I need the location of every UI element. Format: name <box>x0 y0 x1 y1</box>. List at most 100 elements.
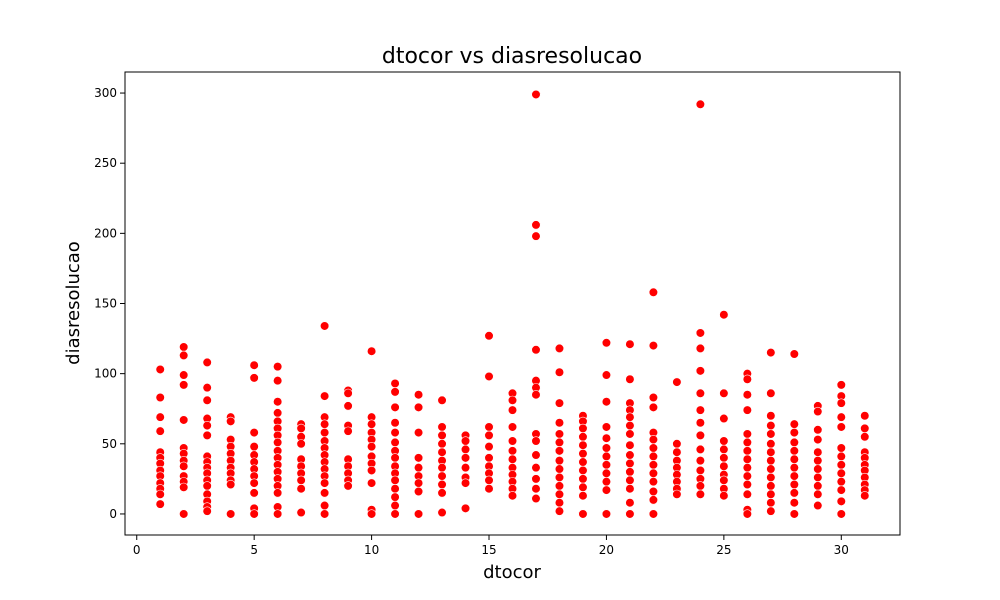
data-point <box>719 436 729 446</box>
data-point <box>648 509 659 519</box>
data-points <box>155 89 870 519</box>
data-point <box>578 509 588 519</box>
data-point <box>625 412 635 422</box>
data-point <box>320 321 330 331</box>
data-point <box>249 509 259 519</box>
data-point <box>813 434 823 445</box>
data-point <box>789 446 799 456</box>
data-point <box>601 422 612 432</box>
data-point <box>460 503 471 513</box>
y-tick-label: 100 <box>94 367 117 381</box>
data-point <box>390 475 400 485</box>
data-point <box>836 398 846 408</box>
data-point <box>249 442 259 452</box>
data-point <box>531 463 541 473</box>
data-point <box>836 468 846 478</box>
data-point <box>460 453 471 463</box>
x-tick-label: 25 <box>716 543 731 557</box>
data-point <box>601 477 612 487</box>
data-point <box>719 461 729 471</box>
data-point <box>437 479 447 490</box>
data-point <box>179 509 189 519</box>
data-point <box>460 478 471 488</box>
data-point <box>390 437 400 448</box>
data-point <box>320 427 330 438</box>
data-point <box>766 506 776 516</box>
data-point <box>343 388 353 398</box>
data-point <box>836 460 846 470</box>
data-point <box>554 498 565 508</box>
data-point <box>742 471 752 481</box>
data-point <box>531 474 541 484</box>
data-point <box>578 491 588 501</box>
data-point <box>860 423 870 433</box>
x-tick-label: 10 <box>364 543 379 557</box>
data-point <box>813 481 823 491</box>
data-point <box>320 419 330 429</box>
data-point <box>249 478 259 488</box>
y-axis-label: diasresolucao <box>63 241 84 365</box>
data-point <box>601 443 612 453</box>
data-point <box>390 509 400 519</box>
data-point <box>413 453 424 463</box>
data-point <box>437 430 447 440</box>
data-point <box>531 484 541 494</box>
data-point <box>507 436 518 446</box>
data-point <box>554 506 565 516</box>
data-point <box>813 489 823 499</box>
data-point <box>578 457 588 467</box>
data-point <box>789 349 799 359</box>
data-point <box>625 458 635 469</box>
data-point <box>836 422 846 432</box>
data-point <box>531 493 541 504</box>
data-point <box>601 433 612 443</box>
data-point <box>273 509 283 519</box>
data-point <box>625 429 635 439</box>
data-point <box>601 468 612 478</box>
data-point <box>366 509 377 519</box>
data-point <box>507 422 518 432</box>
data-point <box>625 509 635 519</box>
data-point <box>766 420 776 431</box>
data-point <box>390 484 400 494</box>
data-point <box>320 478 330 488</box>
data-point <box>625 420 635 431</box>
data-point <box>695 418 705 428</box>
data-point <box>437 471 447 481</box>
data-point <box>296 423 306 433</box>
data-point <box>273 488 283 498</box>
data-point <box>648 495 659 505</box>
data-point <box>366 478 377 488</box>
data-point <box>766 464 776 474</box>
data-point <box>155 489 165 499</box>
data-point <box>601 451 612 462</box>
data-point <box>531 450 541 460</box>
data-point <box>249 373 259 383</box>
data-point <box>366 465 377 476</box>
data-point <box>273 376 283 386</box>
data-point <box>320 488 330 498</box>
data-point <box>273 408 283 418</box>
x-tick-label: 20 <box>599 543 614 557</box>
data-point <box>766 472 776 483</box>
data-point <box>531 436 541 446</box>
data-point <box>625 440 635 450</box>
data-point <box>320 500 330 511</box>
data-point <box>366 442 377 452</box>
data-point <box>531 231 541 241</box>
data-point <box>813 447 823 457</box>
x-tick-label: 30 <box>834 543 849 557</box>
data-point <box>789 509 799 519</box>
data-point <box>484 453 494 463</box>
data-point <box>695 328 705 338</box>
data-point <box>554 481 565 491</box>
data-point <box>390 418 400 428</box>
data-point <box>742 479 752 490</box>
data-point <box>179 380 189 390</box>
data-point <box>390 427 400 438</box>
data-point <box>719 453 729 463</box>
data-point <box>484 442 494 452</box>
data-point <box>531 220 541 230</box>
